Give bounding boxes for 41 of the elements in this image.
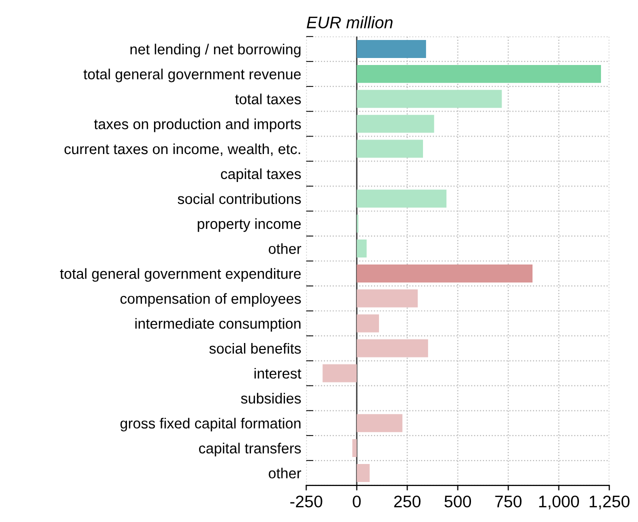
y-tick-label: total taxes xyxy=(235,94,301,104)
y-tick-label: property income xyxy=(198,218,301,232)
x-tick-label: 500 xyxy=(444,496,472,508)
bar xyxy=(356,64,602,83)
y-tick-label: total general government revenue xyxy=(84,68,301,82)
y-tick-label: subsidies xyxy=(240,392,301,404)
y-tick-label: intermediate consumption xyxy=(135,318,300,332)
y-tick-label: net lending / net borrowing xyxy=(130,44,300,58)
x-tick-label: 250 xyxy=(394,496,421,508)
y-tick-label: taxes on production and imports xyxy=(94,118,301,132)
y-tick-label: gross fixed capital formation xyxy=(120,418,300,432)
bar xyxy=(356,90,502,108)
y-tick-label: other xyxy=(268,468,302,478)
bar xyxy=(352,439,357,458)
y-tick-label: social benefits xyxy=(209,343,301,354)
y-tick-label: current taxes on income, wealth, etc. xyxy=(64,143,300,156)
y-tick-label: other xyxy=(268,243,302,254)
x-tick-label: 0 xyxy=(352,496,361,508)
chart-title: EUR million xyxy=(306,16,393,28)
bar xyxy=(356,339,428,358)
x-tick-label: -250 xyxy=(290,496,322,508)
x-tick-label: 1,000 xyxy=(539,496,579,510)
bar xyxy=(356,40,426,58)
bar xyxy=(356,314,379,332)
y-tick-label: social contributions xyxy=(178,193,301,204)
y-tick-label: capital taxes xyxy=(220,168,301,182)
bar xyxy=(356,464,370,482)
y-tick-label: compensation of employees xyxy=(120,293,301,307)
y-tick-label: total general government expenditure xyxy=(60,268,301,282)
bar xyxy=(356,140,424,158)
bar xyxy=(356,264,533,282)
y-tick-label: interest xyxy=(254,368,302,379)
x-tick-label: 1,250 xyxy=(590,496,630,510)
bar xyxy=(356,289,418,308)
x-tick-label: 750 xyxy=(495,496,522,508)
bar xyxy=(356,414,402,432)
y-tick-label: capital transfers xyxy=(199,442,301,456)
bar xyxy=(356,190,446,208)
bar xyxy=(356,240,367,258)
bar xyxy=(322,364,357,382)
bar xyxy=(356,114,434,133)
